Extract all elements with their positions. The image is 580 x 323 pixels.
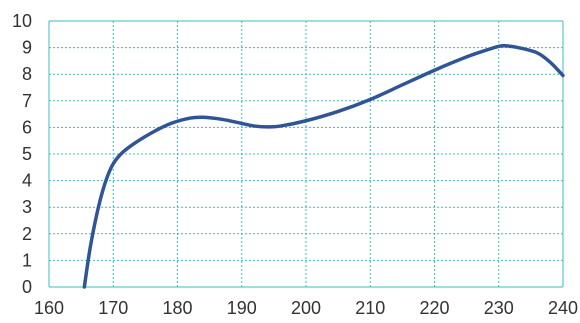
y-tick-label: 6 bbox=[22, 117, 32, 137]
y-tick-label: 8 bbox=[22, 64, 32, 84]
x-tick-label: 230 bbox=[484, 298, 514, 318]
x-tick-label: 190 bbox=[227, 298, 257, 318]
y-tick-label: 2 bbox=[22, 224, 32, 244]
series-line bbox=[82, 43, 565, 289]
y-tick-label: 4 bbox=[22, 171, 32, 191]
series-layer bbox=[82, 43, 565, 289]
y-tick-label: 5 bbox=[22, 144, 32, 164]
y-tick-label: 9 bbox=[22, 38, 32, 58]
x-tick-label: 200 bbox=[291, 298, 321, 318]
x-tick-label: 220 bbox=[419, 298, 449, 318]
y-tick-label: 7 bbox=[22, 91, 32, 111]
y-tick-label: 1 bbox=[22, 250, 32, 270]
y-tick-label: 3 bbox=[22, 197, 32, 217]
y-tick-label: 10 bbox=[12, 11, 32, 31]
grid bbox=[48, 20, 564, 288]
x-tick-label: 160 bbox=[34, 298, 64, 318]
x-tick-label: 210 bbox=[355, 298, 385, 318]
x-tick-label: 170 bbox=[98, 298, 128, 318]
x-tick-label: 240 bbox=[548, 298, 578, 318]
x-tick-label: 180 bbox=[162, 298, 192, 318]
y-tick-label: 0 bbox=[22, 277, 32, 297]
tick-labels: 160 170 180 190 200 210 220 230 240 0 1 2 3 4 5 6 7 8 9 10 bbox=[12, 11, 578, 318]
